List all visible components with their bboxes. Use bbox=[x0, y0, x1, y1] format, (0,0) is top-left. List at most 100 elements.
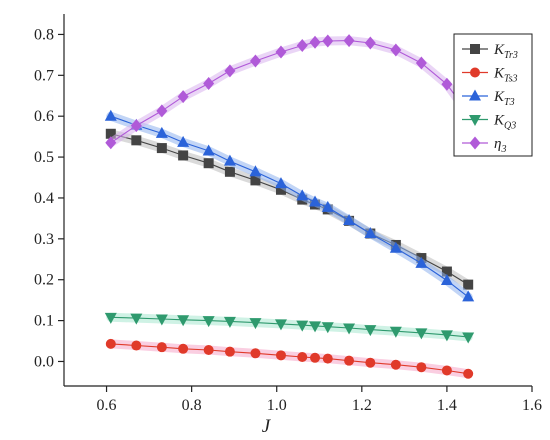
x-tick-label: 1.6 bbox=[522, 397, 542, 414]
data-point bbox=[309, 35, 321, 49]
data-point bbox=[296, 320, 309, 332]
y-tick-label: 0.0 bbox=[34, 353, 54, 370]
legend-label: KTr3 bbox=[493, 42, 518, 61]
data-point bbox=[177, 90, 189, 104]
data-point bbox=[202, 144, 215, 156]
series-band bbox=[106, 36, 473, 148]
data-point bbox=[441, 77, 453, 91]
legend-marker bbox=[470, 67, 480, 78]
data-point bbox=[156, 342, 167, 353]
legend-box bbox=[453, 33, 533, 157]
legend-label-sub: T3 bbox=[504, 97, 515, 108]
legend-label-sub: Q3 bbox=[504, 121, 516, 132]
legend-marker bbox=[469, 115, 481, 126]
data-point bbox=[224, 346, 235, 357]
legend-marker bbox=[469, 136, 481, 150]
data-point bbox=[130, 313, 143, 325]
data-point bbox=[343, 323, 356, 335]
data-point bbox=[203, 345, 214, 356]
data-point bbox=[463, 279, 474, 290]
legend-label: KTs3 bbox=[493, 66, 518, 85]
legend-label-main: K bbox=[493, 66, 505, 82]
data-point bbox=[131, 135, 142, 146]
y-tick-label: 0.6 bbox=[34, 108, 54, 125]
series-K_Q3 bbox=[104, 312, 475, 344]
series-layer bbox=[104, 34, 475, 379]
data-point bbox=[224, 64, 236, 78]
data-point bbox=[249, 54, 261, 68]
data-point bbox=[223, 154, 236, 166]
data-point bbox=[297, 351, 308, 362]
legend-marker bbox=[470, 44, 480, 54]
legend-label: KT3 bbox=[493, 89, 515, 108]
data-point bbox=[130, 119, 142, 133]
data-point bbox=[249, 165, 262, 177]
data-point bbox=[441, 365, 452, 376]
data-point bbox=[390, 359, 401, 370]
data-point bbox=[156, 143, 167, 154]
series-K_T3 bbox=[104, 109, 475, 302]
data-point bbox=[275, 350, 286, 361]
legend-label-sub: 3 bbox=[500, 144, 506, 155]
axes bbox=[58, 14, 533, 392]
data-point bbox=[105, 136, 117, 150]
series-η3 bbox=[105, 34, 474, 150]
data-point bbox=[275, 45, 287, 59]
legend-item: η3 bbox=[462, 136, 506, 155]
data-point bbox=[203, 158, 214, 169]
data-point bbox=[415, 56, 427, 70]
legend-label: KQ3 bbox=[493, 113, 516, 132]
data-point bbox=[389, 326, 402, 338]
y-tick-label: 0.4 bbox=[34, 190, 54, 207]
data-point bbox=[105, 338, 116, 349]
legend-item: KQ3 bbox=[462, 113, 516, 132]
legend-item: KT3 bbox=[462, 89, 515, 108]
data-point bbox=[178, 343, 189, 354]
data-point bbox=[296, 38, 308, 52]
data-point bbox=[343, 34, 355, 48]
data-point bbox=[296, 189, 309, 201]
data-point bbox=[344, 355, 355, 366]
y-tick-label: 0.2 bbox=[34, 272, 54, 289]
data-point bbox=[105, 128, 116, 139]
data-point bbox=[309, 195, 322, 207]
data-point bbox=[462, 332, 475, 344]
y-tick-label: 0.8 bbox=[34, 26, 54, 43]
data-point bbox=[365, 357, 376, 368]
data-point bbox=[310, 352, 321, 363]
x-tick-label: 1.2 bbox=[352, 397, 372, 414]
data-point bbox=[156, 104, 168, 118]
data-point bbox=[390, 43, 402, 57]
data-point bbox=[309, 321, 322, 333]
data-point bbox=[441, 266, 452, 277]
data-point bbox=[440, 330, 453, 342]
data-point bbox=[274, 177, 287, 189]
data-point bbox=[203, 76, 215, 90]
legend-label-main: K bbox=[493, 89, 505, 105]
data-point bbox=[321, 322, 334, 334]
data-point bbox=[364, 36, 376, 50]
data-point bbox=[250, 175, 261, 186]
data-point bbox=[364, 325, 377, 337]
data-point bbox=[343, 213, 356, 225]
tick-labels: 0.6 0.8 1.0 1.2 1.4 1.6 0.0 0.1 0.2 0.3 0.4 0.5 0.6 0… bbox=[34, 26, 542, 414]
data-point bbox=[462, 290, 475, 302]
data-point bbox=[275, 184, 286, 195]
y-tick-label: 0.7 bbox=[34, 67, 54, 84]
data-point bbox=[178, 150, 189, 161]
data-point bbox=[321, 200, 334, 212]
x-tick-label: 0.6 bbox=[97, 397, 117, 414]
legend-label-sub: Tr3 bbox=[504, 50, 518, 61]
data-point bbox=[202, 316, 215, 328]
data-point bbox=[415, 328, 428, 340]
data-point bbox=[274, 319, 287, 331]
x-tick-label: 1.4 bbox=[437, 397, 457, 414]
legend-label-sub: Ts3 bbox=[504, 74, 518, 85]
legend-item: KTr3 bbox=[462, 42, 518, 61]
legend-label-main: K bbox=[493, 42, 505, 58]
legend-label-main: K bbox=[493, 113, 505, 129]
y-tick-label: 0.3 bbox=[34, 231, 54, 248]
